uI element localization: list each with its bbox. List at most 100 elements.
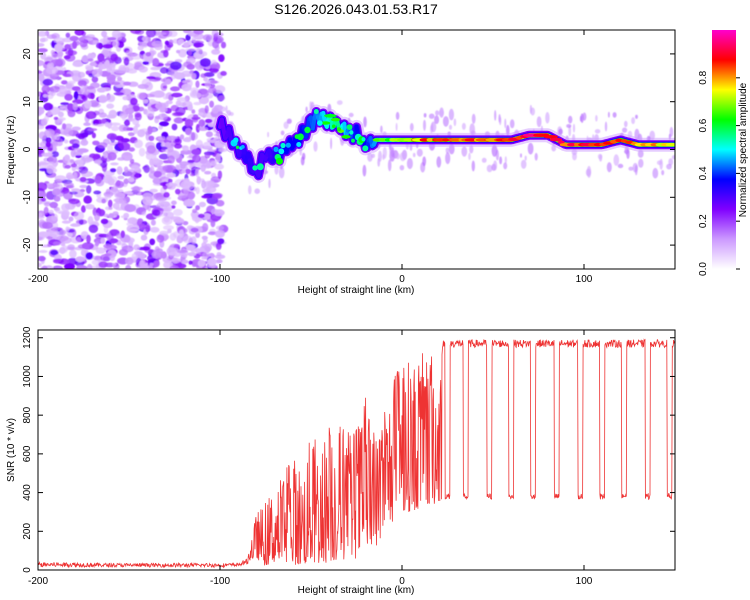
ridge-blob bbox=[276, 157, 283, 165]
noise-blob bbox=[53, 258, 64, 264]
faint-noise-blob bbox=[442, 116, 449, 127]
noise-blob bbox=[149, 188, 158, 193]
noise-blob bbox=[88, 224, 99, 233]
noise-blob bbox=[187, 252, 197, 257]
noise-blob bbox=[106, 94, 116, 103]
noise-blob bbox=[69, 191, 78, 195]
faint-noise-blob bbox=[486, 164, 493, 173]
noise-blob bbox=[214, 209, 225, 217]
ridge-blob bbox=[233, 137, 239, 143]
ridge-hotspot bbox=[549, 137, 563, 142]
noise-blob bbox=[141, 246, 151, 251]
noise-blob bbox=[130, 53, 143, 60]
noise-blob bbox=[124, 119, 130, 127]
noise-blob bbox=[217, 170, 223, 179]
noise-blob bbox=[85, 204, 95, 210]
snr-y-tick-label: 800 bbox=[22, 406, 33, 423]
noise-blob bbox=[167, 155, 175, 164]
noise-blob bbox=[100, 237, 106, 244]
noise-blob bbox=[38, 73, 45, 82]
noise-blob bbox=[198, 155, 208, 164]
noise-blob bbox=[168, 251, 177, 256]
faint-noise-blob bbox=[503, 162, 508, 170]
noise-blob bbox=[178, 48, 187, 58]
noise-blob bbox=[158, 153, 170, 160]
noise-blob bbox=[54, 43, 63, 53]
noise-blob bbox=[41, 265, 48, 269]
noise-blob bbox=[149, 226, 160, 233]
noise-blob bbox=[155, 31, 167, 36]
noise-blob bbox=[107, 37, 117, 41]
faint-noise-blob bbox=[438, 109, 444, 117]
noise-blob bbox=[83, 122, 91, 126]
faint-noise-blob bbox=[423, 113, 427, 118]
ridge-blob bbox=[273, 146, 279, 152]
noise-blob bbox=[198, 201, 206, 208]
noise-blob bbox=[187, 104, 193, 111]
noise-blob bbox=[52, 265, 63, 269]
faint-noise-blob bbox=[631, 117, 635, 125]
faint-noise-blob bbox=[448, 108, 454, 121]
noise-blob bbox=[193, 42, 204, 48]
noise-blob bbox=[120, 138, 130, 143]
noise-blob bbox=[166, 135, 178, 141]
noise-blob bbox=[38, 212, 43, 217]
noise-blob bbox=[190, 132, 196, 141]
noise-blob bbox=[48, 183, 60, 188]
noise-blob bbox=[192, 114, 199, 118]
noise-blob bbox=[55, 210, 65, 214]
noise-blob bbox=[53, 37, 66, 44]
noise-blob bbox=[210, 80, 218, 84]
faint-noise-blob bbox=[617, 163, 624, 169]
noise-blob bbox=[98, 261, 108, 268]
noise-blob bbox=[191, 148, 201, 155]
ridge-hotspot bbox=[615, 138, 623, 143]
faint-noise-blob bbox=[594, 129, 601, 134]
noise-blob bbox=[207, 87, 217, 94]
noise-blob bbox=[112, 211, 119, 217]
noise-blob bbox=[149, 262, 155, 267]
faint-noise-blob bbox=[254, 188, 260, 194]
noise-blob bbox=[204, 105, 209, 114]
faint-noise-blob bbox=[666, 163, 672, 170]
noise-blob bbox=[202, 34, 213, 41]
noise-blob bbox=[167, 145, 174, 153]
noise-blob bbox=[52, 188, 61, 196]
noise-blob bbox=[157, 113, 168, 121]
noise-blob bbox=[101, 118, 107, 124]
noise-blob bbox=[98, 62, 104, 71]
noise-blob bbox=[163, 216, 170, 223]
noise-blob bbox=[123, 235, 131, 243]
noise-blob bbox=[156, 234, 165, 243]
noise-blob bbox=[108, 206, 113, 210]
faint-noise-blob bbox=[606, 162, 612, 173]
noise-blob bbox=[65, 174, 75, 180]
faint-noise-blob bbox=[445, 147, 450, 154]
faint-noise-blob bbox=[586, 165, 592, 178]
noise-blob bbox=[216, 252, 222, 257]
noise-blob bbox=[40, 51, 47, 60]
faint-noise-blob bbox=[302, 152, 306, 161]
noise-blob bbox=[214, 85, 226, 94]
snr-series bbox=[38, 338, 675, 569]
noise-blob bbox=[63, 139, 69, 144]
noise-blob bbox=[51, 213, 58, 222]
faint-noise-blob bbox=[469, 145, 474, 154]
faint-noise-blob bbox=[607, 111, 610, 118]
faint-noise-blob bbox=[445, 152, 451, 165]
ridge-hotspot bbox=[426, 138, 434, 142]
noise-blob bbox=[138, 66, 148, 73]
noise-blob bbox=[149, 193, 157, 201]
noise-blob bbox=[142, 36, 148, 42]
noise-blob bbox=[143, 164, 150, 174]
noise-blob bbox=[79, 176, 87, 183]
noise-blob bbox=[104, 194, 112, 199]
noise-blob bbox=[127, 177, 135, 182]
noise-blob bbox=[149, 238, 156, 246]
noise-blob bbox=[71, 188, 81, 193]
heatmap-x-tick-label: -200 bbox=[28, 274, 48, 285]
noise-blob bbox=[173, 231, 180, 238]
faint-noise-blob bbox=[635, 114, 638, 119]
ridge-blob bbox=[362, 145, 369, 152]
